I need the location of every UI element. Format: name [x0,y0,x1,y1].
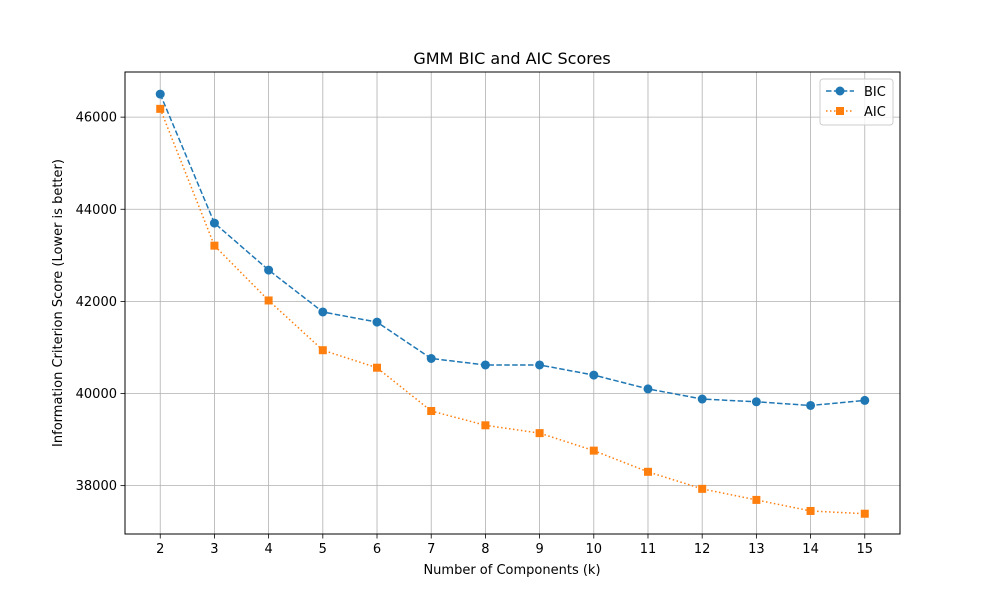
x-tick-label: 3 [210,542,218,557]
data-point-aic [264,296,273,305]
x-axis-label: Number of Components (k) [423,563,600,578]
x-tick-label: 10 [586,542,603,557]
x-tick-label: 13 [748,542,765,557]
data-point-bic [209,218,219,228]
data-point-bic [426,354,436,364]
y-tick-label: 40000 [76,387,117,402]
data-point-bic [860,395,870,405]
data-point-aic [806,506,815,515]
data-point-aic [752,495,761,504]
axes-frame [124,71,901,535]
data-point-aic [481,421,490,430]
x-tick-label: 6 [373,542,381,557]
y-tick-label: 42000 [76,295,117,310]
legend-marker-bic [835,86,845,96]
y-axis: 38000 40000 42000 44000 46000 [76,111,125,494]
data-point-bic [318,307,328,317]
legend: BIC AIC [819,78,894,126]
x-axis: 2 3 4 5 6 7 8 9 10 11 12 13 14 15 [156,534,873,557]
y-tick-label: 44000 [76,203,117,218]
data-point-aic [210,241,219,250]
y-tick-label: 46000 [76,111,117,126]
data-point-aic [698,484,707,493]
data-point-aic [156,104,165,113]
legend-marker-aic [836,107,844,115]
y-axis-label: Information Criterion Score (Lower is be… [51,159,66,447]
data-point-aic [589,446,598,455]
x-tick-label: 12 [694,542,711,557]
data-point-bic [589,370,599,380]
data-point-bic [697,394,707,404]
x-tick-label: 5 [319,542,327,557]
data-point-bic [372,317,382,327]
data-point-bic [155,89,165,99]
series-line-bic [159,93,865,407]
x-tick-label: 4 [264,542,272,557]
data-point-aic [643,467,652,476]
data-point-aic [860,509,869,518]
x-tick-label: 2 [156,542,164,557]
x-tick-label: 8 [481,542,489,557]
data-point-bic [751,397,761,407]
x-tick-label: 11 [640,542,657,557]
legend-label-aic: AIC [864,105,886,120]
series-line-aic [159,108,865,515]
series-layer [155,89,870,518]
data-point-aic [535,429,544,438]
legend-label-bic: BIC [864,85,886,100]
x-tick-label: 9 [535,542,543,557]
data-point-bic [643,384,653,394]
data-point-bic [480,360,490,370]
data-point-aic [373,363,382,372]
data-point-bic [806,400,816,410]
data-point-aic [318,346,327,355]
data-point-aic [427,407,436,416]
data-point-bic [535,360,545,370]
data-point-bic [264,265,274,275]
y-tick-label: 38000 [76,479,117,494]
x-tick-label: 15 [856,542,873,557]
grid [125,72,900,534]
chart-title: GMM BIC and AIC Scores [413,49,610,68]
x-tick-label: 7 [427,542,435,557]
x-tick-label: 14 [802,542,819,557]
